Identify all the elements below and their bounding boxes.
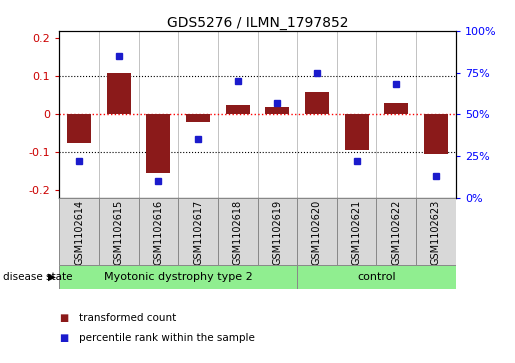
Bar — [107, 73, 131, 114]
Bar — [424, 114, 448, 154]
Bar — [337, 198, 376, 265]
Bar — [265, 107, 289, 114]
Bar — [384, 103, 408, 114]
Text: GSM1102616: GSM1102616 — [153, 200, 163, 265]
Text: GSM1102621: GSM1102621 — [352, 200, 362, 265]
Text: disease state: disease state — [3, 272, 72, 282]
Bar — [146, 114, 170, 173]
Bar — [297, 265, 456, 289]
Text: GSM1102617: GSM1102617 — [193, 200, 203, 265]
Bar — [416, 198, 456, 265]
Bar — [376, 198, 416, 265]
Text: GSM1102620: GSM1102620 — [312, 200, 322, 265]
Text: control: control — [357, 272, 396, 282]
Text: GSM1102618: GSM1102618 — [233, 200, 243, 265]
Bar — [59, 265, 297, 289]
Text: ■: ■ — [59, 333, 68, 343]
Text: ▶: ▶ — [48, 272, 56, 282]
Bar — [305, 91, 329, 114]
Text: Myotonic dystrophy type 2: Myotonic dystrophy type 2 — [104, 272, 252, 282]
Bar — [218, 198, 258, 265]
Bar — [139, 198, 178, 265]
Bar — [258, 198, 297, 265]
Bar — [297, 198, 337, 265]
Bar — [178, 198, 218, 265]
Text: ■: ■ — [59, 313, 68, 323]
Bar — [99, 198, 139, 265]
Text: GSM1102623: GSM1102623 — [431, 200, 441, 265]
Text: GSM1102622: GSM1102622 — [391, 200, 401, 265]
Text: GSM1102615: GSM1102615 — [114, 200, 124, 265]
Text: GSM1102614: GSM1102614 — [74, 200, 84, 265]
Bar — [186, 114, 210, 122]
Bar — [59, 198, 99, 265]
Bar — [226, 105, 250, 114]
Bar — [345, 114, 369, 150]
Text: GSM1102619: GSM1102619 — [272, 200, 282, 265]
Text: transformed count: transformed count — [79, 313, 176, 323]
Bar — [67, 114, 91, 143]
Title: GDS5276 / ILMN_1797852: GDS5276 / ILMN_1797852 — [167, 16, 348, 30]
Text: percentile rank within the sample: percentile rank within the sample — [79, 333, 255, 343]
